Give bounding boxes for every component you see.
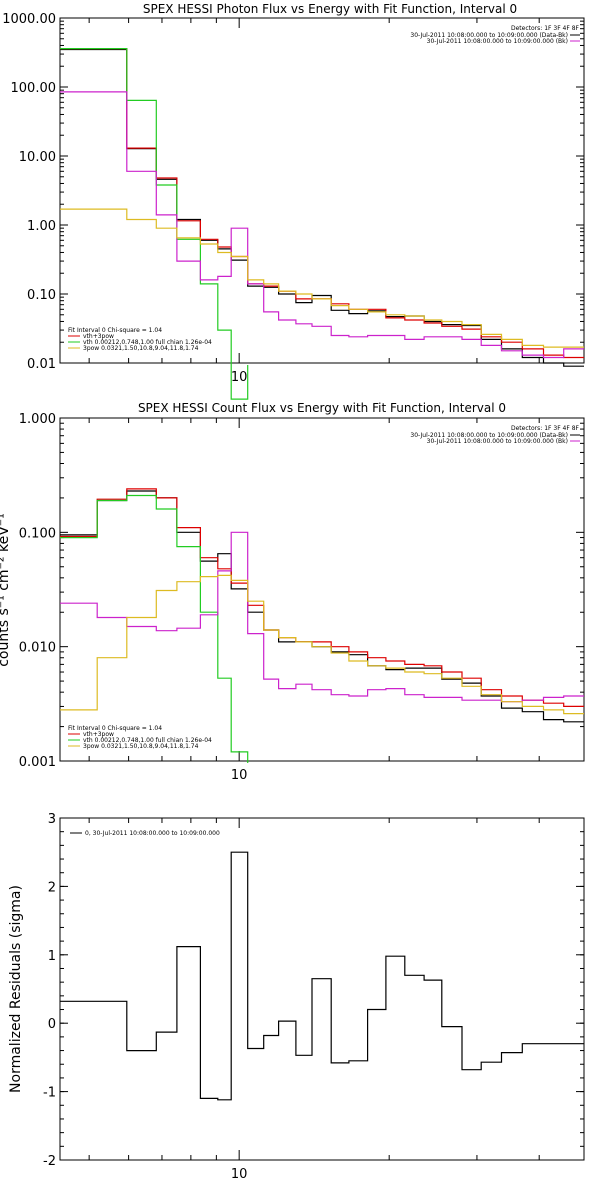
count-series-green xyxy=(60,494,249,763)
residuals-series-black xyxy=(60,851,584,1101)
count-series-yellow xyxy=(60,574,584,715)
photon-x-axis: 10 xyxy=(88,18,540,385)
photon-fit-legend-text: vth 0.00212,0.748,1.00 full chian 1.26e-… xyxy=(83,339,212,346)
photon-panel-title: SPEX HESSI Photon Flux vs Energy with Fi… xyxy=(143,2,517,16)
count-panel-title: SPEX HESSI Count Flux vs Energy with Fit… xyxy=(138,401,506,415)
residuals-y-tick-label: 2 xyxy=(48,880,56,895)
photon-fit-legend-text: Fit Interval 0 Chi-square = 1.04 xyxy=(68,327,162,334)
count-y-axis: 1.000 0.100 0.010 0.001 xyxy=(19,412,584,770)
count-x-tick-label: 10 xyxy=(231,768,248,783)
photon-flux-panel: SPEX HESSI Photon Flux vs Energy with Fi… xyxy=(2,2,585,400)
residuals-x-axis: 10 xyxy=(88,818,540,1182)
photon-fit-legend: Fit Interval 0 Chi-square = 1.04vth+3pow… xyxy=(68,327,212,352)
photon-time-legend-text: 30-Jul-2011 10:08:00.000 to 10:09:00.000… xyxy=(427,38,568,45)
count-time-legend-text: 30-Jul-2011 10:08:00.000 to 10:09:00.000… xyxy=(410,432,568,439)
photon-series-black xyxy=(60,48,584,367)
photon-y-tick-label: 0.01 xyxy=(27,357,56,372)
photon-y-axis: 1000.00 100.00 10.00 1.00 0.10 0.01 xyxy=(2,12,584,372)
photon-time-legend-text: 30-Jul-2011 10:08:00.000 to 10:09:00.000… xyxy=(410,32,568,39)
photon-y-tick-label: 1000.00 xyxy=(2,12,56,27)
residuals-series-group xyxy=(60,851,584,1101)
photon-series-red xyxy=(60,48,584,359)
count-series-magenta xyxy=(60,531,584,703)
residuals-y-tick-label: 3 xyxy=(48,812,56,827)
residuals-y-tick-label: 1 xyxy=(48,949,56,964)
count-y-tick-label: 0.010 xyxy=(19,641,56,656)
photon-fit-legend-text: 3pow 0.0321,1.50,10.8,9.04,11.8,1.74 xyxy=(83,345,199,352)
residuals-legend-text: 0, 30-Jul-2011 10:08:00.000 to 10:09:00.… xyxy=(85,830,220,837)
photon-series-group xyxy=(60,48,584,400)
residuals-y-tick-label: 0 xyxy=(48,1017,56,1032)
residuals-x-tick-label: 10 xyxy=(231,1167,248,1182)
count-plot-frame xyxy=(59,417,585,762)
count-fit-legend-text: Fit Interval 0 Chi-square = 1.04 xyxy=(68,725,162,732)
photon-plot-frame xyxy=(59,17,585,364)
photon-detectors-label: Detectors: 1F 3F 4F 8F xyxy=(511,25,580,32)
count-series-group xyxy=(60,488,584,763)
residuals-panel: Normalized Residuals (sigma) 0, 30-Jul-2… xyxy=(8,812,585,1182)
count-time-legend-text: 30-Jul-2011 10:08:00.000 to 10:09:00.000… xyxy=(427,438,568,445)
photon-y-tick-label: 100.00 xyxy=(11,81,57,96)
photon-time-legend: 30-Jul-2011 10:08:00.000 to 10:09:00.000… xyxy=(410,32,580,45)
residuals-plot-frame xyxy=(59,817,585,1161)
count-y-tick-label: 0.001 xyxy=(19,755,56,770)
photon-x-tick-label: 10 xyxy=(231,370,248,385)
photon-series-magenta xyxy=(60,91,584,359)
count-series-red xyxy=(60,488,584,707)
residuals-y-axis: 3 2 1 0 -1 -2 xyxy=(43,812,584,1169)
count-fit-legend-text: 3pow 0.0321,1.50,10.8,9.04,11.8,1.74 xyxy=(83,743,199,750)
count-y-tick-label: 0.100 xyxy=(19,526,56,541)
photon-y-tick-label: 10.00 xyxy=(19,150,56,165)
count-x-axis: 10 xyxy=(88,418,540,783)
photon-fit-legend-text: vth+3pow xyxy=(83,333,114,340)
photon-y-tick-label: 1.00 xyxy=(27,219,56,234)
count-y-axis-label: counts s⁻¹ cm⁻² keV⁻¹ xyxy=(0,513,12,667)
residuals-y-tick-label: -1 xyxy=(43,1086,56,1101)
photon-series-green xyxy=(60,48,249,400)
residuals-y-tick-label: -2 xyxy=(43,1154,56,1169)
count-fit-legend-text: vth+3pow xyxy=(83,731,114,738)
count-series-black xyxy=(60,490,584,723)
photon-y-tick-label: 0.10 xyxy=(27,288,56,303)
count-detectors-label: Detectors: 1F 3F 4F 8F xyxy=(511,425,580,432)
count-flux-panel: SPEX HESSI Count Flux vs Energy with Fit… xyxy=(0,401,585,783)
photon-series-yellow xyxy=(60,208,584,348)
count-time-legend: 30-Jul-2011 10:08:00.000 to 10:09:00.000… xyxy=(410,432,580,445)
count-fit-legend-text: vth 0.00212,0.748,1.00 full chian 1.26e-… xyxy=(83,737,212,744)
count-y-tick-label: 1.000 xyxy=(19,412,56,427)
residuals-y-axis-label: Normalized Residuals (sigma) xyxy=(8,885,24,1093)
count-fit-legend: Fit Interval 0 Chi-square = 1.04vth+3pow… xyxy=(68,725,212,750)
